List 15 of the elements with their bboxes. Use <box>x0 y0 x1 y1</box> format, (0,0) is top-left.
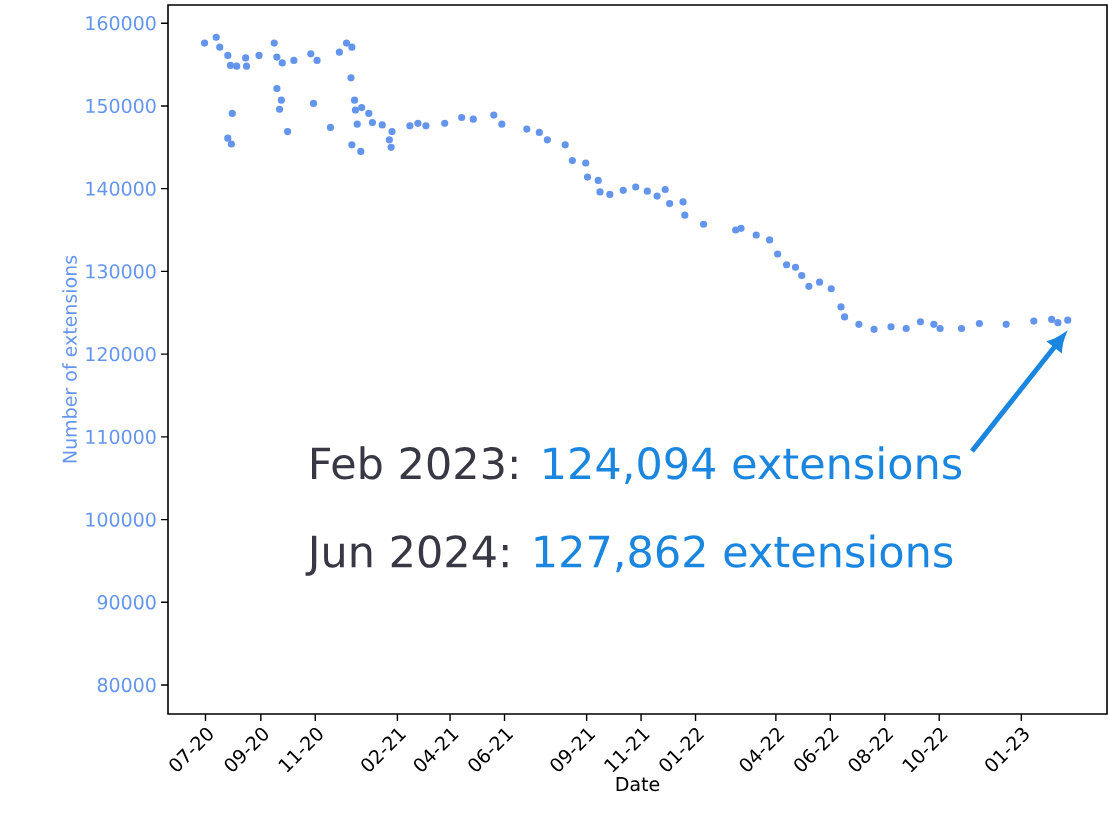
y-tick-label: 90000 <box>97 595 156 610</box>
x-axis-title: Date <box>616 777 660 792</box>
y-tick-label: 130000 <box>86 264 156 279</box>
annotation: Feb 2023: <box>311 446 517 480</box>
annotation: 124,094 extensions <box>544 446 962 484</box>
annotation: 127,862 extensions <box>535 534 953 573</box>
y-tick-label: 100000 <box>86 512 156 527</box>
y-tick-label: 80000 <box>97 677 156 693</box>
y-tick-label: 160000 <box>86 16 156 31</box>
y-tick-label: 120000 <box>86 346 156 362</box>
y-tick-label: 150000 <box>86 98 156 114</box>
y-tick-label: 140000 <box>86 181 156 196</box>
y-axis-title: Number of extensions <box>62 255 77 463</box>
y-tick-label: 110000 <box>86 429 156 445</box>
annotation: Jun 2024: <box>305 535 508 576</box>
